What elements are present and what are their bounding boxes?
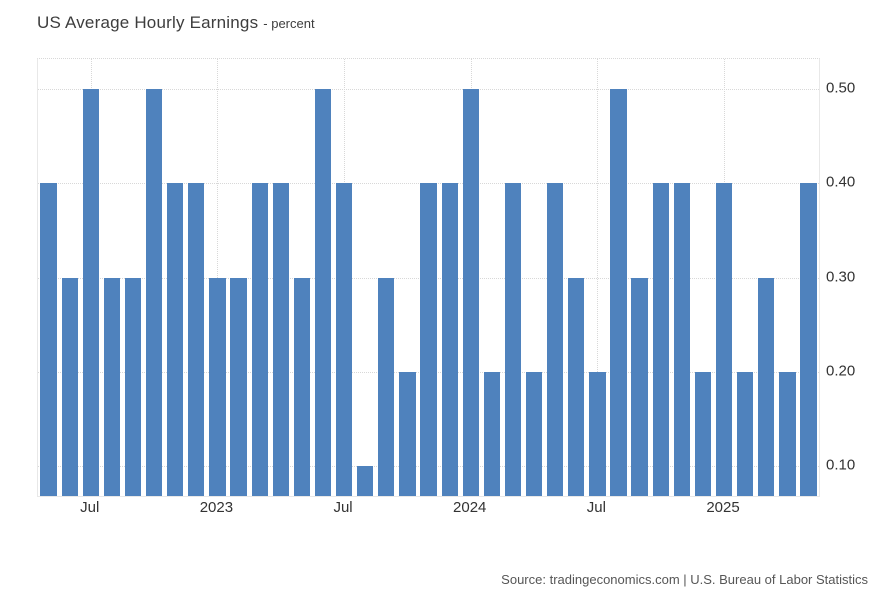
- bar-2022-10[interactable]: [145, 89, 163, 496]
- x-tick-label: 2024: [453, 499, 487, 516]
- bar-slot: [270, 59, 291, 496]
- bar-slot: [334, 59, 355, 496]
- bar-2025-04[interactable]: [779, 371, 796, 496]
- gridline-y-0.50: [38, 89, 819, 91]
- bar-slot: [566, 59, 587, 496]
- bar-2022-12[interactable]: [188, 183, 205, 496]
- bar-2023-07[interactable]: [335, 183, 353, 496]
- bar-slot: [38, 59, 59, 496]
- bar-slot: [608, 59, 629, 496]
- bar-slot: [376, 59, 397, 496]
- chart-title-text: US Average Hourly Earnings: [37, 13, 259, 32]
- y-tick-label: 0.10: [826, 456, 856, 474]
- bar-2023-06[interactable]: [314, 89, 332, 496]
- bar-2023-04[interactable]: [272, 183, 289, 496]
- bar-2024-01[interactable]: [462, 89, 479, 496]
- bar-slot: [80, 59, 101, 496]
- bar-2024-11[interactable]: [673, 183, 690, 496]
- bar-slot: [777, 59, 798, 496]
- bar-slot: [165, 59, 186, 496]
- bar-2024-02[interactable]: [483, 371, 500, 496]
- y-tick-label: 0.20: [826, 362, 856, 380]
- bar-slot: [228, 59, 249, 496]
- bar-slot: [207, 59, 228, 496]
- y-tick-label: 0.40: [826, 173, 856, 191]
- bar-2025-05[interactable]: [800, 183, 817, 496]
- bar-slot: [418, 59, 439, 496]
- bar-2023-09[interactable]: [378, 277, 395, 496]
- bar-2022-05[interactable]: [40, 183, 57, 496]
- x-tick-label: Jul: [586, 499, 606, 516]
- y-tick-label: 0.50: [826, 79, 856, 97]
- x-tick-label: Jul: [80, 499, 100, 516]
- bar-2024-12[interactable]: [694, 371, 712, 496]
- source-attribution: Source: tradingeconomics.com | U.S. Bure…: [501, 572, 868, 587]
- bar-2023-01[interactable]: [209, 277, 226, 496]
- bar-2024-08[interactable]: [610, 89, 627, 496]
- bar-slot: [502, 59, 523, 496]
- bar-slot: [714, 59, 735, 496]
- bar-2025-03[interactable]: [758, 277, 775, 496]
- bar-slot: [481, 59, 502, 496]
- bar-2024-04[interactable]: [525, 371, 543, 496]
- bar-slot: [756, 59, 777, 496]
- bar-2023-03[interactable]: [251, 183, 268, 496]
- bar-2025-01[interactable]: [715, 183, 733, 496]
- bar-slot: [460, 59, 481, 496]
- bar-slot: [186, 59, 207, 496]
- y-tick-label: 0.30: [826, 268, 856, 285]
- chart-title: US Average Hourly Earnings - percent: [37, 13, 315, 33]
- bar-slot: [671, 59, 692, 496]
- bar-2023-05[interactable]: [293, 277, 310, 496]
- bar-slot: [439, 59, 460, 496]
- x-tick-label: 2023: [199, 499, 234, 516]
- bar-2023-10[interactable]: [399, 371, 416, 496]
- plot-area: [37, 58, 820, 497]
- bar-2022-08[interactable]: [103, 277, 120, 496]
- chart-subtitle-text: - percent: [263, 16, 315, 31]
- bar-2023-12[interactable]: [441, 183, 458, 496]
- bar-slot: [122, 59, 143, 496]
- bar-2022-07[interactable]: [82, 89, 99, 496]
- gridline-x-Jul: [597, 59, 599, 496]
- bar-2022-09[interactable]: [124, 277, 142, 496]
- x-tick-label: 2025: [706, 499, 740, 516]
- bar-slot: [524, 59, 545, 496]
- bar-slot: [735, 59, 756, 496]
- x-tick-label: Jul: [333, 499, 353, 516]
- bar-slot: [355, 59, 376, 496]
- bar-2023-08[interactable]: [357, 465, 374, 496]
- y-axis-labels: 0.50 0.40 0.30 0.20 0.10: [826, 58, 880, 495]
- bar-slot: [587, 59, 608, 496]
- bar-2024-03[interactable]: [504, 183, 522, 496]
- bar-slot: [249, 59, 270, 496]
- bar-slot: [629, 59, 650, 496]
- bar-2024-07[interactable]: [589, 371, 606, 496]
- bar-slot: [101, 59, 122, 496]
- bar-2024-10[interactable]: [652, 183, 669, 496]
- bar-slot: [397, 59, 418, 496]
- bar-slot: [692, 59, 713, 496]
- bar-2024-05[interactable]: [547, 183, 564, 496]
- bar-slot: [312, 59, 333, 496]
- bar-series: [38, 59, 819, 496]
- bar-slot: [291, 59, 312, 496]
- bar-2022-06[interactable]: [61, 277, 78, 496]
- bar-slot: [59, 59, 80, 496]
- bar-2024-09[interactable]: [631, 277, 648, 496]
- bar-2022-11[interactable]: [167, 183, 184, 496]
- bar-2023-02[interactable]: [230, 277, 247, 496]
- bar-2023-11[interactable]: [420, 183, 437, 496]
- x-axis-labels: Jul 2023 Jul 2024 Jul 2025: [37, 499, 818, 519]
- bar-2025-02[interactable]: [737, 371, 754, 496]
- bar-slot: [144, 59, 165, 496]
- bar-slot: [545, 59, 566, 496]
- bar-slot: [650, 59, 671, 496]
- bar-2024-06[interactable]: [568, 277, 585, 496]
- bar-slot: [798, 59, 819, 496]
